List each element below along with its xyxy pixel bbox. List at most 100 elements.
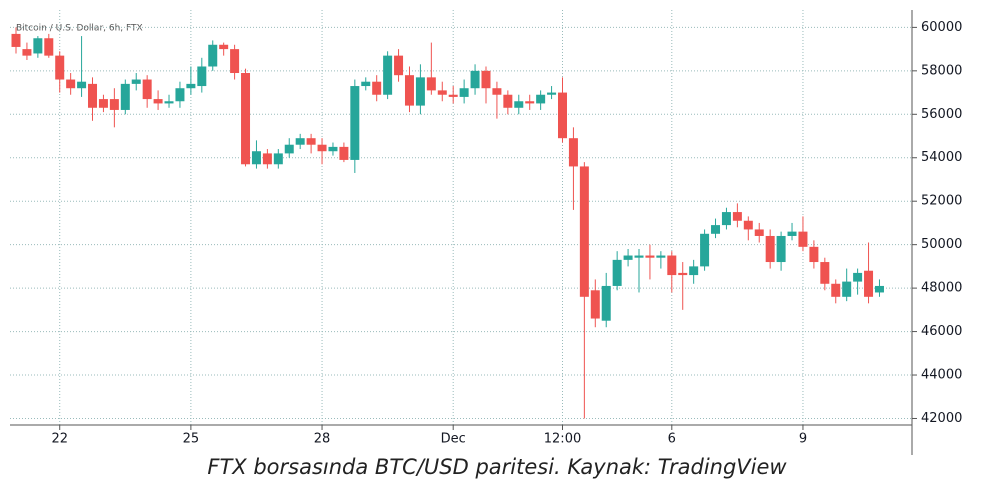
candle-body: [481, 70, 491, 89]
candle-body: [645, 255, 655, 258]
x-tick-label: 9: [799, 432, 807, 447]
candle-body: [579, 166, 589, 297]
candle-body: [339, 146, 349, 160]
candle-body: [437, 90, 447, 95]
candle-body: [612, 259, 622, 286]
candle-body: [809, 246, 819, 263]
candle-body: [109, 99, 119, 110]
candle-body: [525, 101, 535, 104]
y-tick-label: 48000: [921, 281, 962, 296]
candle-body: [864, 270, 874, 297]
candle-body: [601, 285, 611, 321]
candle-body: [142, 79, 152, 100]
candle-body: [831, 283, 841, 297]
y-tick-label: 50000: [921, 237, 962, 252]
candle-body: [328, 146, 338, 152]
candle-body: [383, 55, 393, 95]
candle-body: [536, 94, 546, 104]
x-tick-label: 25: [183, 432, 200, 447]
y-tick-label: 60000: [921, 20, 962, 35]
y-tick-label: 42000: [921, 411, 962, 426]
y-tick-label: 46000: [921, 324, 962, 339]
candle-body: [361, 81, 371, 87]
candle-body: [568, 138, 578, 167]
candle-body: [448, 94, 458, 97]
candle-body: [153, 99, 163, 104]
x-tick-label: 22: [51, 432, 68, 447]
candle-body: [77, 81, 87, 89]
candle-body: [776, 235, 786, 263]
candle-body: [251, 151, 261, 165]
candle-body: [404, 75, 414, 106]
candle-body: [656, 255, 666, 258]
candle-body: [721, 212, 731, 226]
candle-body: [372, 81, 382, 95]
candle-body: [470, 70, 480, 89]
chart-title: Bitcoin / U.S. Dollar, 6h, FTX: [16, 24, 143, 34]
x-tick-label: Dec: [441, 432, 466, 447]
candle-body: [459, 88, 469, 97]
candle-body: [394, 55, 404, 76]
candle-body: [743, 220, 753, 230]
candle-body: [820, 262, 830, 284]
candle-body: [22, 49, 32, 56]
candle-body: [754, 229, 764, 236]
candle-body: [842, 281, 852, 297]
candle-body: [350, 86, 360, 160]
candle-body: [787, 231, 797, 236]
candle-body: [88, 83, 98, 108]
caption: FTX borsasında BTC/USD paritesi. Kaynak:…: [207, 455, 787, 479]
candle-body: [230, 49, 240, 74]
candle-body: [732, 212, 742, 221]
y-tick-label: 44000: [921, 368, 962, 383]
candle-body: [667, 255, 677, 276]
candle-body: [262, 153, 272, 165]
candle-body: [175, 88, 185, 102]
candle-body: [295, 138, 305, 145]
candle-body: [514, 101, 524, 108]
candle-body: [120, 83, 130, 110]
candle-body: [689, 266, 699, 276]
candle-body: [219, 44, 229, 50]
candle-body: [590, 290, 600, 319]
y-tick-label: 58000: [921, 63, 962, 78]
candle-body: [208, 44, 218, 67]
candle-body: [678, 272, 688, 276]
candle-body: [273, 153, 283, 165]
candle-body: [492, 88, 502, 95]
y-tick-label: 52000: [921, 194, 962, 209]
x-tick-label: 6: [668, 432, 676, 447]
candle-body: [164, 101, 174, 104]
candle-body: [634, 255, 644, 258]
candle-body: [306, 138, 316, 145]
candle-body: [700, 233, 710, 267]
x-tick-label: 12:00: [544, 432, 581, 447]
candle-body: [186, 83, 196, 89]
candle-body: [503, 94, 513, 108]
x-tick-label: 28: [314, 432, 331, 447]
candle-body: [197, 66, 207, 87]
candle-body: [284, 144, 294, 154]
candle-body: [241, 73, 251, 165]
candle-body: [317, 144, 327, 152]
candle-body: [798, 231, 808, 247]
candle-body: [853, 272, 863, 282]
chart: Bitcoin / U.S. Dollar, 6h, FTX 42000 4400…: [10, 10, 962, 455]
candle-body: [44, 38, 54, 56]
candle-body: [98, 99, 108, 108]
candle-body: [623, 255, 633, 260]
candle-body: [66, 79, 76, 89]
candle-body: [33, 38, 43, 54]
y-tick-label: 56000: [921, 107, 962, 122]
candle-body: [426, 77, 436, 91]
candle-body: [558, 92, 567, 139]
candle-body: [415, 77, 425, 106]
candle-body: [765, 235, 775, 263]
candle-body: [131, 79, 141, 84]
candle-body: [55, 55, 65, 80]
y-tick-label: 54000: [921, 150, 962, 165]
candle-body: [11, 33, 21, 47]
candle-body: [711, 225, 721, 234]
candle-body: [874, 285, 884, 293]
